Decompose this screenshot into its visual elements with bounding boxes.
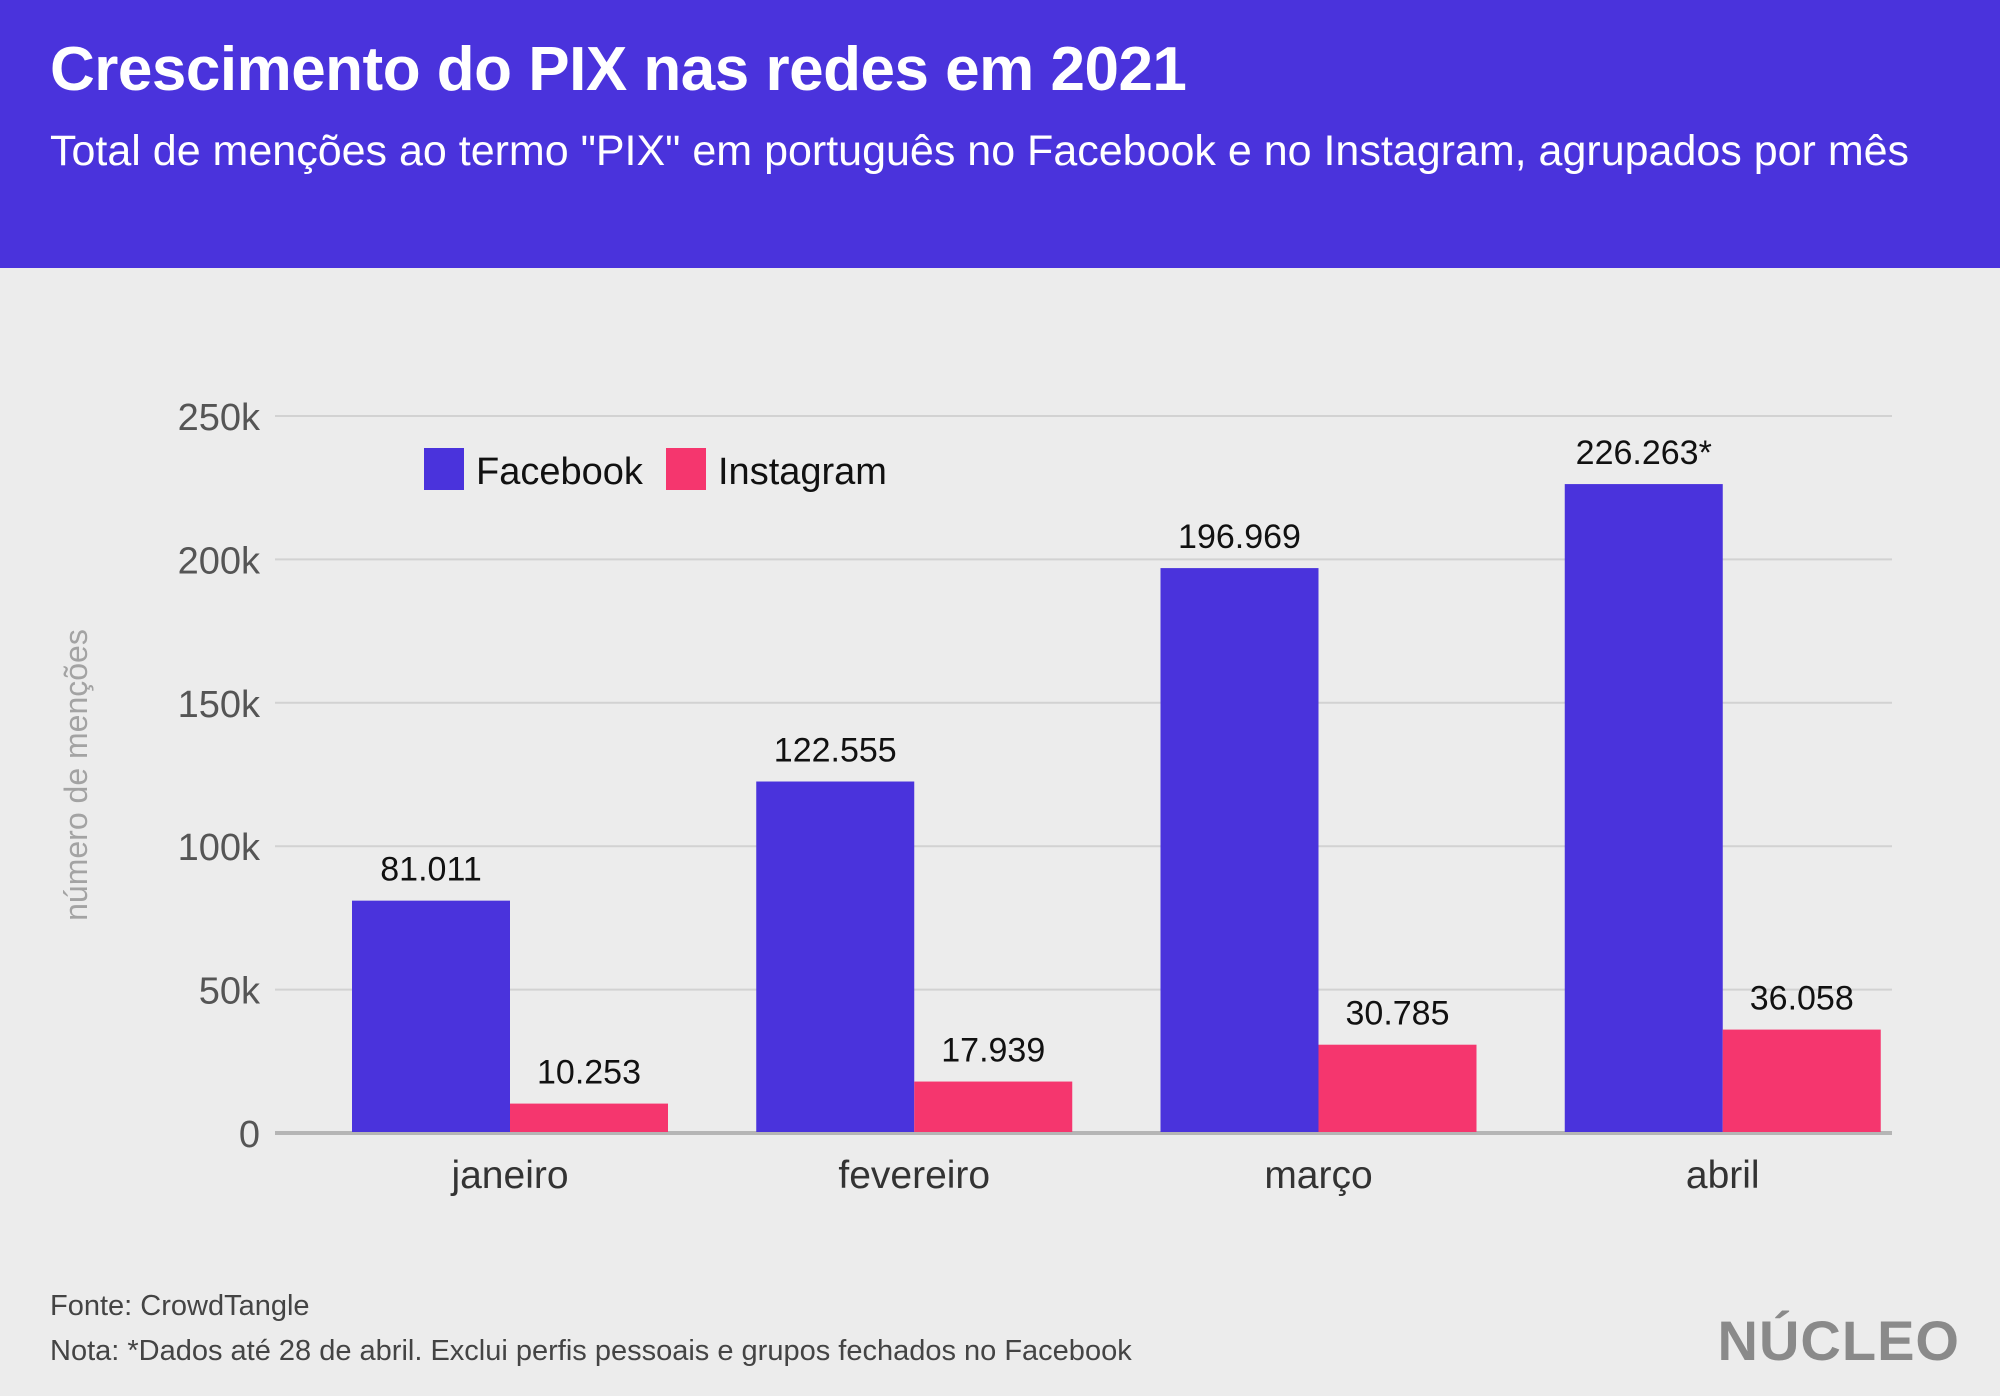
- chart-title: Crescimento do PIX nas redes em 2021: [50, 35, 1187, 104]
- bar-chart: 0 50k 100k 150k 200k 250k número de menções 8…: [58, 397, 1892, 1197]
- y-tick-label: 100k: [178, 827, 261, 869]
- data-label: 10.253: [537, 1054, 641, 1092]
- data-label: 17.939: [941, 1032, 1045, 1070]
- x-tick-label: fevereiro: [838, 1154, 990, 1197]
- data-label: 226.263*: [1576, 434, 1712, 472]
- grid-layer: [275, 415, 1892, 1135]
- data-label: 30.785: [1346, 995, 1450, 1033]
- data-label: 81.011: [380, 851, 481, 889]
- header-banner: Crescimento do PIX nas redes em 2021 Tot…: [0, 0, 2000, 268]
- y-tick-labels: 0 50k 100k 150k 200k 250k: [178, 397, 261, 1156]
- x-tick-label: janeiro: [450, 1154, 568, 1197]
- y-tick-label: 200k: [178, 540, 261, 582]
- bars-layer: [352, 484, 1881, 1132]
- footnote: Nota: *Dados até 28 de abril. Exclui per…: [50, 1335, 1132, 1367]
- data-labels-layer: 81.011 10.253 122.555 17.939 196.969 30.785 22…: [380, 434, 1853, 1092]
- facebook-bar: [1160, 568, 1319, 1132]
- legend-label-instagram: Instagram: [718, 451, 887, 493]
- x-tick-labels: janeiro fevereiro março abril: [450, 1154, 1759, 1197]
- y-axis-label: número de menções: [58, 629, 94, 921]
- legend: Facebook Instagram: [424, 448, 887, 493]
- nucleo-logo: NÚCLEO: [1717, 1309, 1960, 1372]
- legend-swatch-facebook: [424, 448, 464, 490]
- facebook-bar: [756, 781, 915, 1132]
- data-label: 36.058: [1750, 980, 1854, 1018]
- y-tick-label: 150k: [178, 684, 261, 726]
- legend-swatch-instagram: [666, 448, 706, 490]
- x-tick-label: março: [1264, 1154, 1372, 1197]
- instagram-bar: [510, 1103, 668, 1132]
- data-label: 196.969: [1178, 518, 1301, 556]
- facebook-bar: [1564, 484, 1723, 1132]
- facebook-bar: [352, 900, 510, 1132]
- instagram-bar: [914, 1081, 1073, 1132]
- y-tick-label: 0: [239, 1114, 260, 1156]
- legend-label-facebook: Facebook: [476, 451, 644, 493]
- y-tick-label: 50k: [199, 971, 261, 1013]
- instagram-bar: [1318, 1044, 1477, 1132]
- data-label: 122.555: [774, 732, 897, 770]
- x-tick-label: abril: [1686, 1154, 1760, 1197]
- chart-subtitle: Total de menções ao termo "PIX" em portu…: [50, 127, 1910, 175]
- y-tick-label: 250k: [178, 397, 261, 439]
- source-note: Fonte: CrowdTangle: [50, 1290, 310, 1322]
- instagram-bar: [1722, 1029, 1881, 1132]
